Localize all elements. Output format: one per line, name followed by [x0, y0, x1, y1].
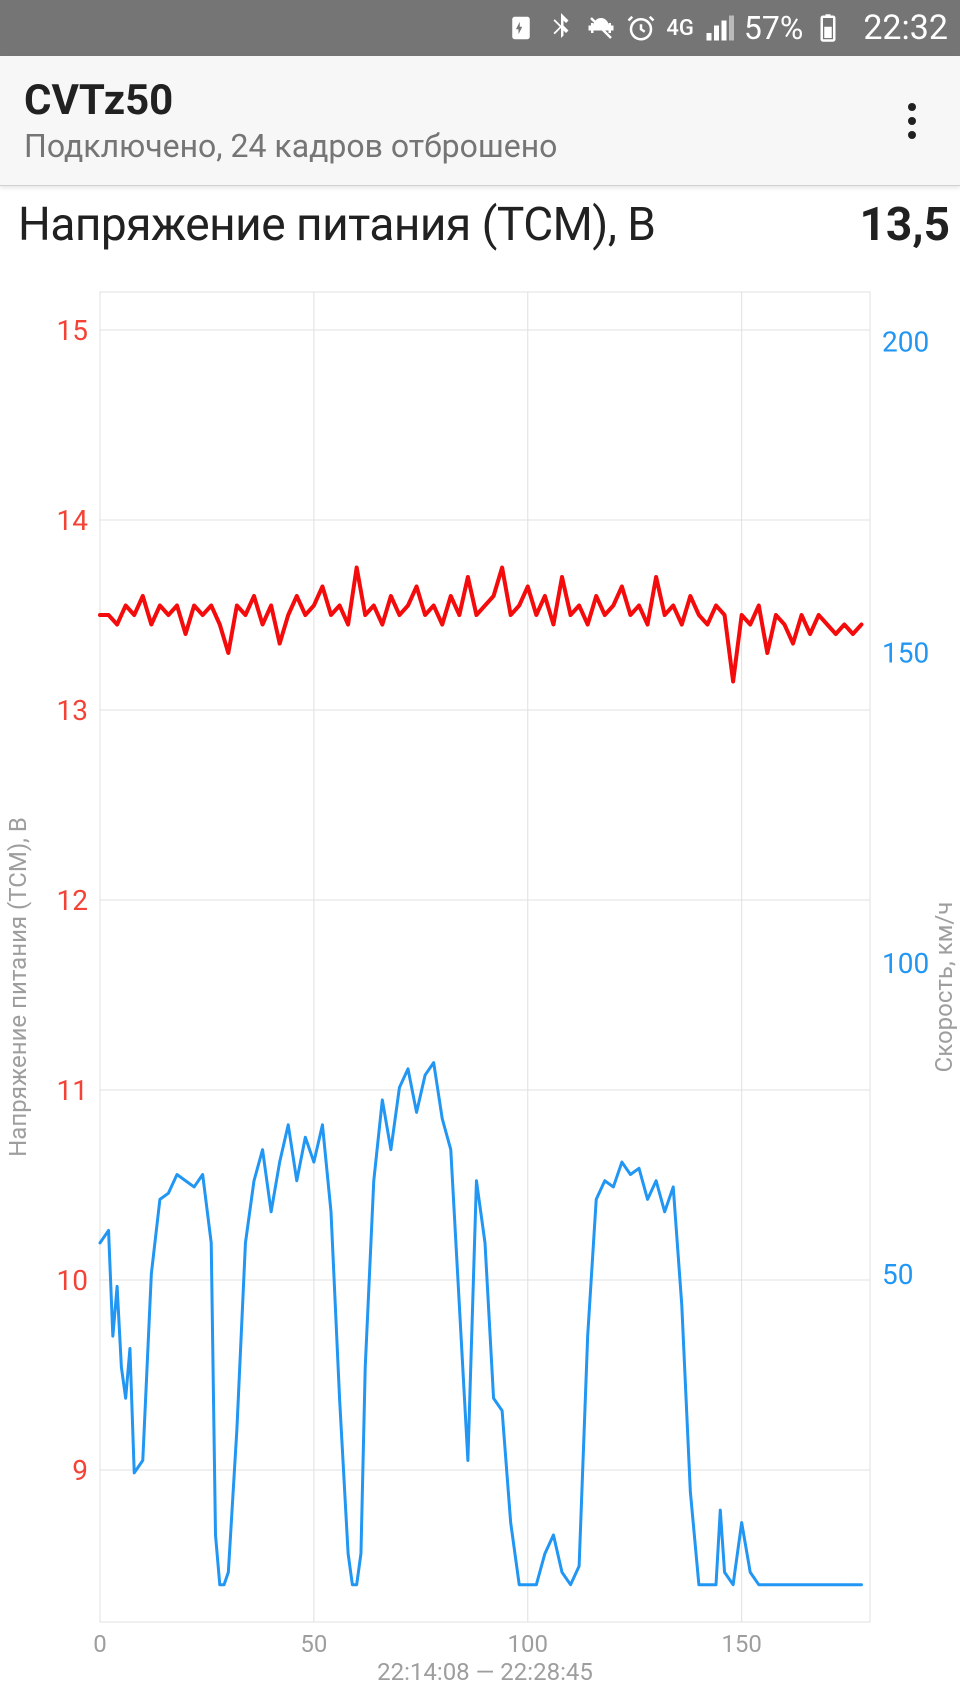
signal-icon: [704, 13, 734, 43]
statusbar-icons: 4G 57% 22:32: [506, 8, 948, 48]
svg-text:15: 15: [57, 314, 88, 347]
svg-text:50: 50: [300, 1630, 327, 1658]
svg-text:14: 14: [57, 504, 89, 537]
svg-text:10: 10: [57, 1264, 88, 1297]
alarm-icon: [626, 13, 656, 43]
svg-text:150: 150: [721, 1630, 761, 1658]
battery-saver-icon: [506, 13, 536, 43]
svg-text:200: 200: [882, 326, 929, 359]
svg-text:13: 13: [57, 694, 88, 727]
network-type-label: 4G: [666, 16, 694, 41]
toolbar-title-group: CVTz50 Подключено, 24 кадров отброшено: [24, 76, 557, 165]
overflow-menu-button[interactable]: [888, 97, 936, 145]
svg-text:100: 100: [508, 1630, 548, 1658]
svg-text:50: 50: [882, 1258, 913, 1291]
android-statusbar: 4G 57% 22:32: [0, 0, 960, 56]
bluetooth-icon: [546, 13, 576, 43]
svg-text:9: 9: [72, 1454, 88, 1487]
svg-text:22:14:08 — 22:28:45: 22:14:08 — 22:28:45: [377, 1658, 593, 1686]
chart-svg: 0 50 100 150 9 10 11 12 13 14 15 50 100 150 200 22:14:0…: [0, 252, 960, 1707]
chart-container[interactable]: Напряжение питания (TCM), В Скорость, км…: [0, 252, 960, 1707]
svg-text:12: 12: [57, 884, 88, 917]
svg-text:150: 150: [882, 636, 929, 669]
battery-icon: [813, 13, 843, 43]
chart-title-row: Напряжение питания (TCM), В 13,5: [0, 186, 960, 252]
app-toolbar: CVTz50 Подключено, 24 кадров отброшено: [0, 56, 960, 186]
svg-text:11: 11: [57, 1074, 88, 1107]
parameter-current-value: 13,5: [860, 198, 951, 252]
vibrate-icon: [586, 13, 616, 43]
app-title: CVTz50: [24, 76, 557, 125]
statusbar-time: 22:32: [863, 8, 948, 48]
parameter-name: Напряжение питания (TCM), В: [18, 198, 655, 252]
svg-text:100: 100: [882, 947, 929, 980]
svg-text:0: 0: [93, 1630, 107, 1658]
connection-status: Подключено, 24 кадров отброшено: [24, 127, 557, 165]
battery-percent-label: 57%: [744, 9, 803, 47]
